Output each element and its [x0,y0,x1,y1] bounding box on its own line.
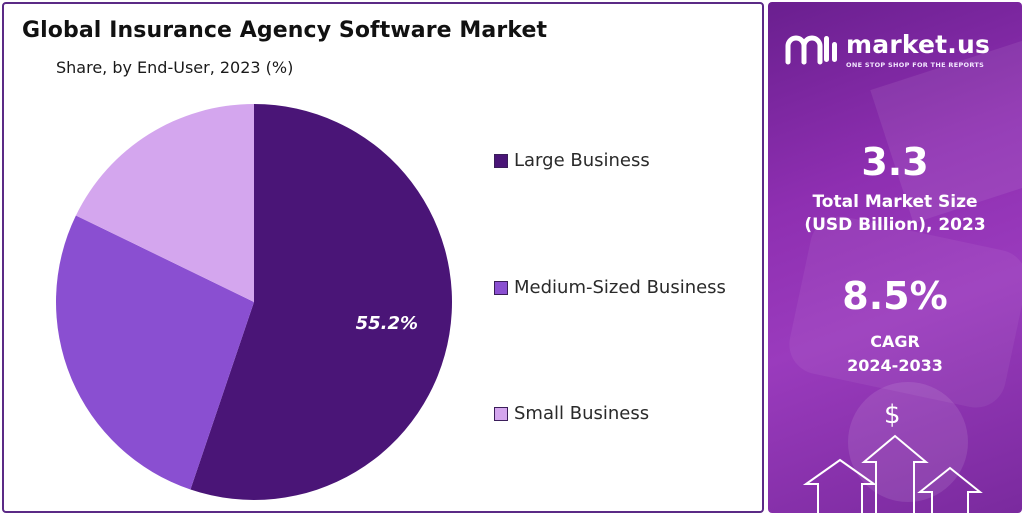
chart-title: Global Insurance Agency Software Market [22,18,548,43]
cagr-label-line1: CAGR [870,332,920,351]
market-size-value: 3.3 [861,140,929,184]
legend-item-small-business: Small Business [494,403,649,424]
pie-slice-large-business [190,104,453,500]
brand-name: market.us [846,30,991,59]
legend-swatch-medium-sized-business [494,280,508,295]
brand-logo: market.us ONE STOP SHOP FOR THE REPORTS [784,28,1014,78]
stats-panel: market.us ONE STOP SHOP FOR THE REPORTS … [768,2,1022,513]
legend-swatch-large-business [494,153,508,168]
legend-item-large-business: Large Business [494,150,650,171]
market-size-label-line1: Total Market Size [812,192,978,212]
background-decoration [848,382,968,502]
pie-slice-medium-sized-business [56,215,255,490]
chart-subtitle: Share, by End-User, 2023 (%) [56,58,294,77]
chart-legend: Large Business Medium-Sized Business Sma… [494,4,764,523]
legend-label-small-business: Small Business [514,403,650,424]
market-size-label-line2: (USD Billion), 2023 [804,215,986,235]
legend-item-medium-sized-business: Medium-Sized Business [494,277,726,298]
cagr-value: 8.5% [842,274,948,318]
pie-slice-small-business [75,103,255,302]
brand-tagline: ONE STOP SHOP FOR THE REPORTS [846,61,985,69]
dollar-icon: $ [884,400,901,430]
pie-chart: 55.2% [56,103,453,500]
pie-data-label-large-business: 55.2% [356,313,418,334]
legend-label-medium-sized-business: Medium-Sized Business [514,277,726,298]
cagr-label-line2: 2024-2033 [847,356,943,375]
market-us-logo-icon [785,35,837,65]
legend-swatch-small-business [494,406,508,421]
growth-arrows-icon [802,434,983,513]
legend-label-large-business: Large Business [514,150,650,171]
chart-panel: Global Insurance Agency Software Market … [2,2,764,513]
